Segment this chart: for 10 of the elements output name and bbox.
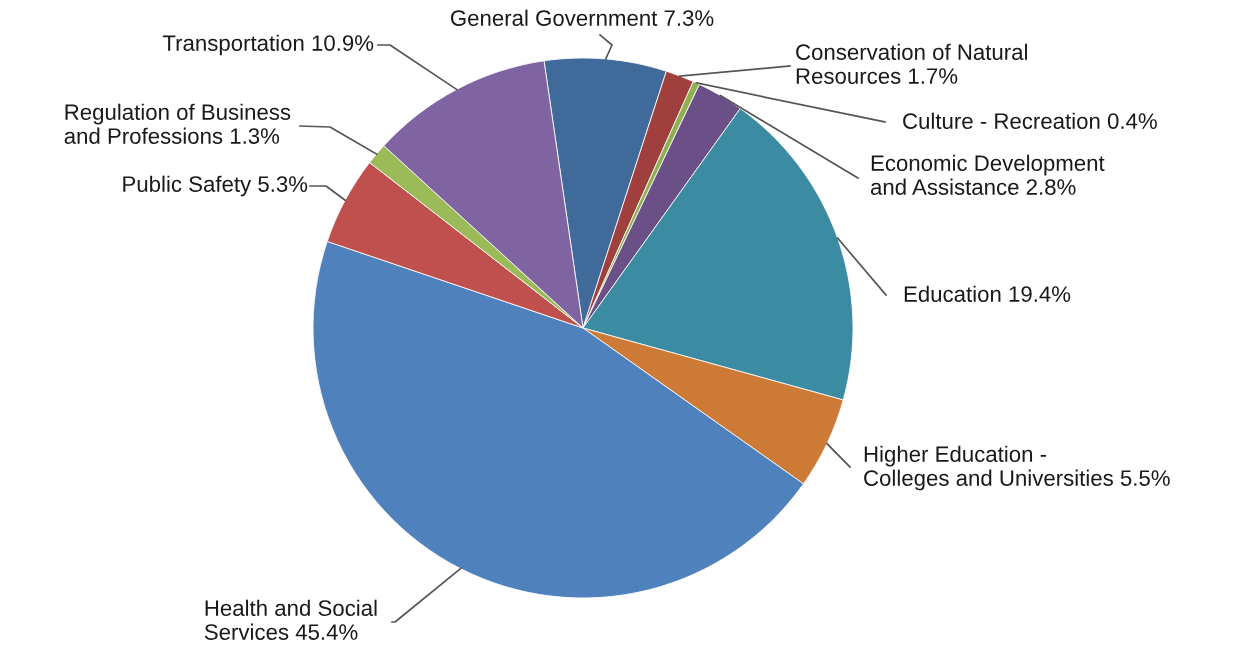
slice-label: Education 19.4% [904,285,1071,302]
slice-label: Transportation 10.9% [162,34,374,56]
slice-label: Culture - Recreation 0.4% [903,112,1157,129]
slice-label: Economic Development and Assistance 2.8% [870,154,1105,195]
slice-label: Regulation of Business and Professions 1.3% [64,103,291,144]
slice-label: General Government 7.3% [450,9,714,26]
slice-label: Health and Social Services 45.4% [204,599,377,640]
slice-label: Conservation of Natural Resources 1.7% [796,43,1027,84]
slice-label: Higher Education - Colleges and Universities 5.5% [864,445,1170,491]
slice-label: Public Safety 5.3% [123,175,308,197]
